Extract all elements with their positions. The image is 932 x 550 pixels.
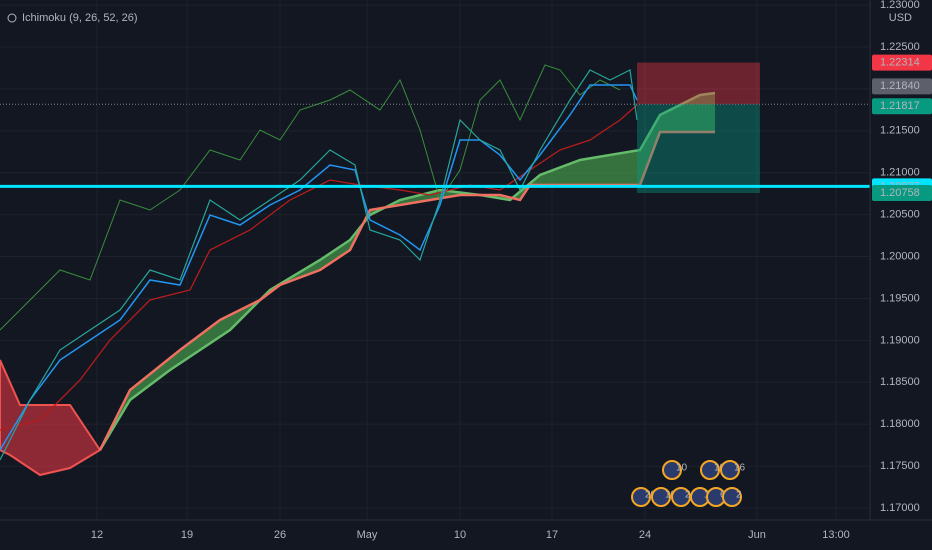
overlay (0, 62, 932, 194)
price-tag (872, 78, 932, 95)
tenkan (0, 84, 638, 451)
price-tick-label: 1.18500 (880, 376, 920, 388)
time-label: Jun (748, 529, 766, 541)
price-tick-label: 1.20000 (880, 250, 920, 262)
price-tick-label: 1.18000 (880, 418, 920, 430)
price-tag (872, 98, 932, 115)
event-count: 20 (645, 490, 657, 501)
event-icon (651, 487, 671, 507)
price-tick-label: 1.23000 (880, 0, 920, 11)
event-count: 2 (685, 490, 691, 501)
currency: USD (889, 12, 912, 24)
time-label: 26 (274, 529, 286, 541)
time-label: 12 (91, 529, 103, 541)
axes: 1.230001.225001.220001.215001.210001.205… (91, 0, 932, 541)
kijun (0, 104, 638, 431)
time-label: 24 (639, 529, 651, 541)
senkou-a (98, 91, 716, 451)
event-count: 10 (676, 463, 688, 474)
event-count: 2 (736, 490, 742, 501)
price-tick-label: 1.17500 (880, 460, 920, 472)
time-label: May (357, 529, 378, 541)
event-count: 16 (734, 463, 746, 474)
time-label: 10 (454, 529, 466, 541)
time-label: 13:00 (822, 529, 850, 541)
price-tick-label: 1.19500 (880, 292, 920, 304)
price-tag-label: 1.21840 (880, 80, 920, 92)
price-tag-label: 1.20758 (880, 187, 920, 199)
price-tag-label: 1.22314 (880, 56, 920, 68)
price-tick-label: 1.19000 (880, 334, 920, 346)
event-icon (720, 460, 740, 480)
stop-zone (637, 62, 760, 105)
event-icon (662, 460, 682, 480)
event-count: 10 (714, 463, 726, 474)
target-zone (637, 104, 760, 194)
kumo-red (0, 359, 102, 477)
price-tick-label: 1.22500 (880, 41, 920, 53)
event-icon (631, 487, 651, 507)
price-tick-label: 1.21500 (880, 125, 920, 137)
chikou (0, 64, 621, 331)
event-icon (700, 460, 720, 480)
time-label: 19 (181, 529, 193, 541)
price-tick-label: 1.17000 (880, 502, 920, 514)
indicator-icon (7, 13, 17, 23)
event-count: 10 (665, 490, 677, 501)
kumo-green (100, 93, 715, 450)
price-tick-label: 1.20500 (880, 209, 920, 221)
price-tag (872, 185, 932, 202)
indicator-label[interactable]: Ichimoku (9, 26, 52, 26) (22, 12, 138, 24)
price-tag (872, 54, 932, 71)
event-icon (722, 487, 742, 507)
time-label: 17 (546, 529, 558, 541)
price-tick-label: 1.21000 (880, 167, 920, 179)
price-tag-label: 1.21817 (880, 100, 920, 112)
price (0, 69, 638, 461)
